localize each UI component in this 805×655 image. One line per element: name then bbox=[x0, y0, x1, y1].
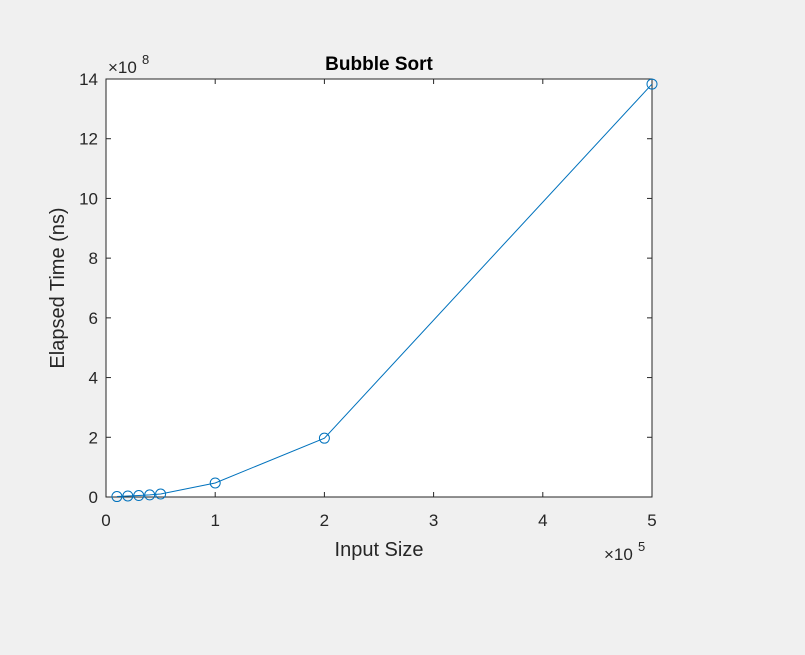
x-tick-label: 4 bbox=[538, 511, 547, 530]
y-tick-label: 14 bbox=[79, 70, 98, 89]
data-point-marker bbox=[646, 78, 658, 90]
x-tick-label: 3 bbox=[429, 511, 438, 530]
y-tick-label: 10 bbox=[79, 189, 98, 208]
axes-box bbox=[105, 78, 653, 498]
y-tick-label: 0 bbox=[89, 488, 98, 507]
x-tick-label: 1 bbox=[210, 511, 219, 530]
plot-area bbox=[106, 79, 652, 497]
data-point-marker bbox=[144, 489, 156, 501]
chart-title: Bubble Sort bbox=[325, 54, 433, 75]
data-point-marker bbox=[133, 490, 145, 502]
data-point-marker bbox=[122, 490, 134, 502]
y-exponent-power: 8 bbox=[142, 52, 149, 67]
y-exponent-base: ×10 bbox=[108, 58, 137, 77]
data-point-marker bbox=[318, 432, 330, 444]
y-tick-label: 2 bbox=[89, 428, 98, 447]
x-tick-label: 5 bbox=[647, 511, 656, 530]
y-axis-label: Elapsed Time (ns) bbox=[47, 207, 69, 368]
data-point-marker bbox=[111, 491, 123, 503]
data-point-marker bbox=[155, 488, 167, 500]
x-exponent-power: 5 bbox=[638, 539, 645, 554]
x-axis-label: Input Size bbox=[335, 539, 424, 561]
series-layer bbox=[111, 78, 658, 503]
y-tick-label: 4 bbox=[89, 369, 98, 388]
x-exponent-base: ×10 bbox=[604, 545, 633, 564]
x-exponent: ×10 5 bbox=[604, 539, 645, 564]
y-tick-label: 8 bbox=[89, 249, 98, 268]
data-point-marker bbox=[209, 477, 221, 489]
x-tick-label: 0 bbox=[101, 511, 110, 530]
y-exponent: ×10 8 bbox=[108, 52, 149, 77]
x-tick-label: 2 bbox=[320, 511, 329, 530]
y-tick-label: 6 bbox=[89, 309, 98, 328]
y-tick-label: 12 bbox=[79, 130, 98, 149]
